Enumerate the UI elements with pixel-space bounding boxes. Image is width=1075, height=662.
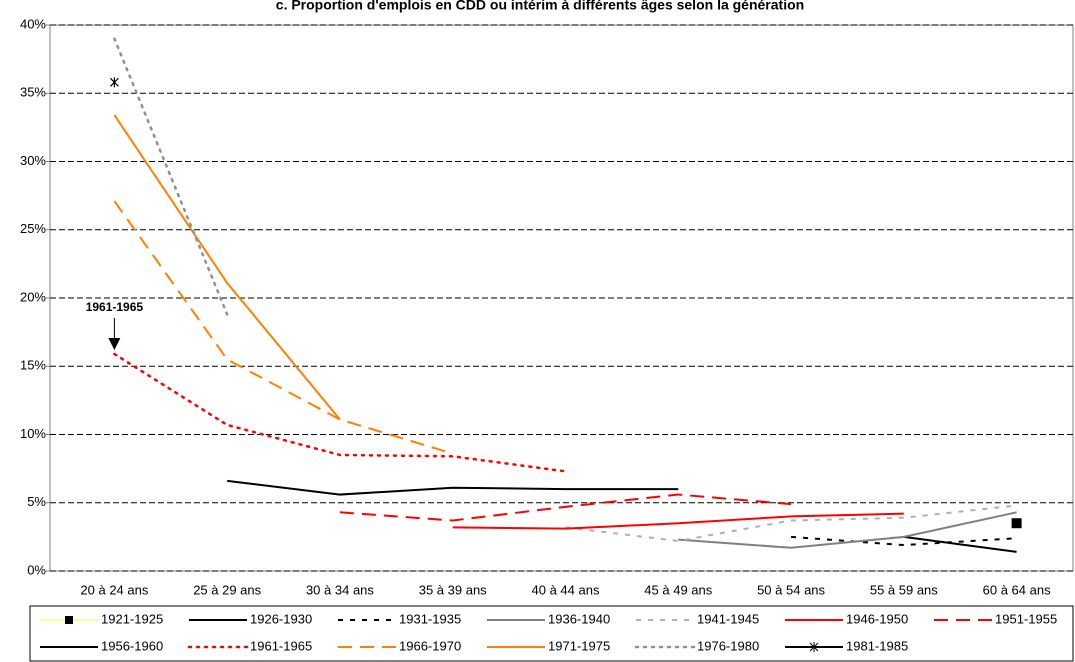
y-tick-label: 20% — [20, 289, 46, 304]
series-line — [113, 37, 229, 316]
x-tick-label: 30 à 34 ans — [306, 582, 374, 597]
legend-label: 1941-1945 — [697, 611, 759, 626]
x-tick-label: 50 à 54 ans — [757, 582, 825, 597]
x-tick-label: 25 à 29 ans — [193, 582, 261, 597]
y-tick-label: 35% — [20, 85, 46, 100]
x-tick-label: 20 à 24 ans — [80, 582, 148, 597]
x-tick-label: 40 à 44 ans — [532, 582, 600, 597]
series-line — [113, 114, 341, 421]
legend-label: 1921-1925 — [101, 611, 163, 626]
legend-label: 1931-1935 — [399, 611, 461, 626]
series-line — [227, 479, 679, 496]
y-tick-label: 15% — [20, 358, 46, 373]
legend-marker — [809, 642, 819, 652]
series-line — [113, 200, 454, 455]
series-line — [565, 504, 1017, 542]
y-tick-label: 40% — [20, 16, 46, 31]
legend-label: 1951-1955 — [995, 611, 1057, 626]
legend-label: 1926-1930 — [250, 611, 312, 626]
x-tick-label: 55 à 59 ans — [870, 582, 938, 597]
annotation-arrowhead — [108, 337, 121, 350]
x-tick-label: 60 à 64 ans — [983, 582, 1051, 597]
series-line — [339, 493, 792, 522]
legend-label: 1936-1940 — [548, 611, 610, 626]
annotation: 1961-1965 — [86, 300, 144, 314]
y-tick-label: 0% — [27, 562, 46, 577]
y-tick-label: 10% — [20, 426, 46, 441]
series-line — [678, 511, 1017, 549]
legend-label: 1981-1985 — [846, 638, 908, 653]
legend-label: 1946-1950 — [846, 611, 908, 626]
legend-label: 1971-1975 — [548, 638, 610, 653]
x-tick-label: 35 à 39 ans — [419, 582, 487, 597]
legend-marker — [65, 616, 73, 624]
series-line — [452, 512, 904, 530]
legend-label: 1966-1970 — [399, 638, 461, 653]
series-line — [113, 352, 567, 473]
series-line — [903, 535, 1017, 553]
legend-label: 1961-1965 — [250, 638, 312, 653]
series-line — [790, 535, 1017, 547]
y-tick-label: 5% — [27, 494, 46, 509]
marker — [109, 77, 119, 88]
chart-title: c. Proportion d'emplois en CDD ou intéri… — [276, 0, 804, 13]
x-tick-label: 45 à 49 ans — [644, 582, 712, 597]
y-tick-label: 25% — [20, 221, 46, 236]
legend-label: 1956-1960 — [101, 638, 163, 653]
y-tick-label: 30% — [20, 153, 46, 168]
legend-box — [29, 605, 1074, 662]
marker — [1011, 518, 1022, 529]
legend-label: 1976-1980 — [697, 638, 759, 653]
